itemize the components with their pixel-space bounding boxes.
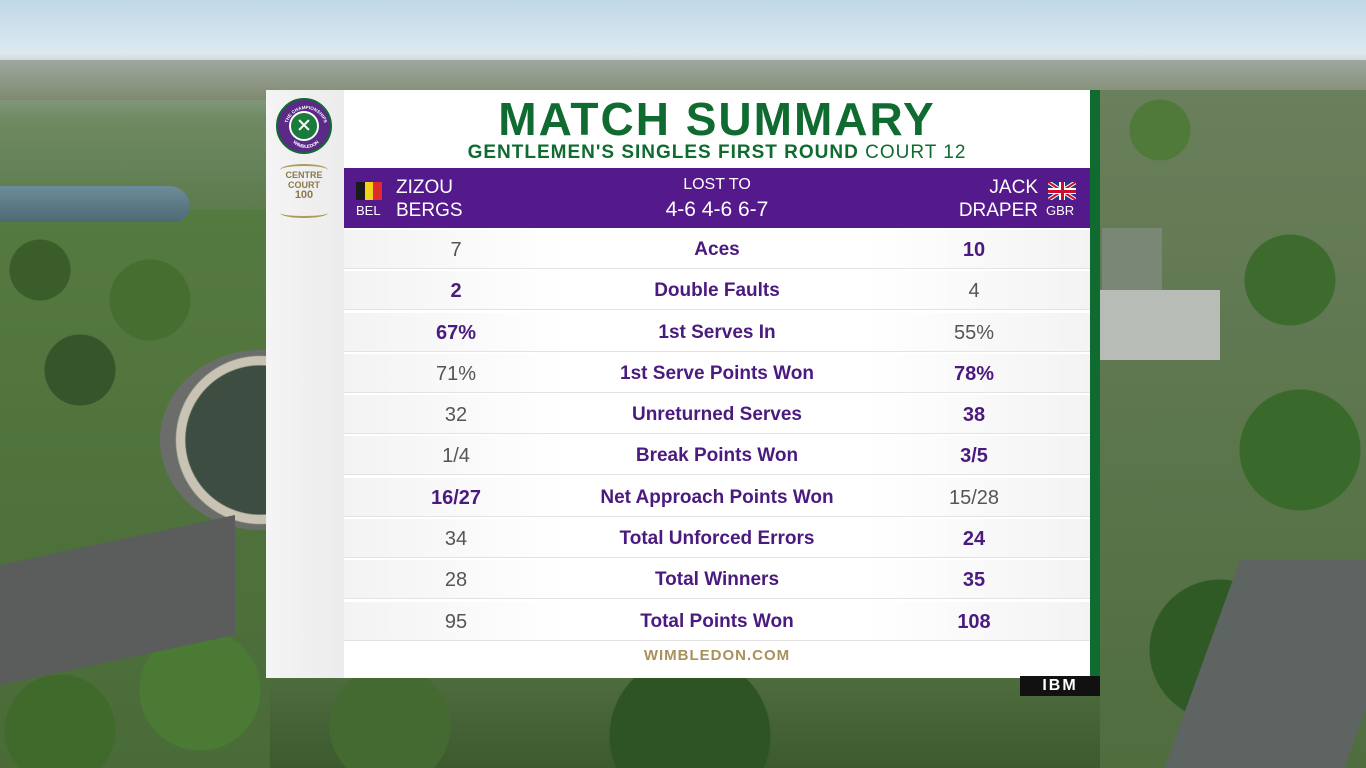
centre-court-base [280,208,328,218]
round-label: GENTLEMEN'S SINGLES FIRST ROUND [467,142,859,163]
match-score: 4-6 4-6 6-7 [665,198,769,221]
court-label: COURT 12 [865,142,967,163]
stat-label: Break Points Won [635,445,799,467]
player2-stat-value: 4 [968,280,980,303]
player2-stat-value: 108 [957,610,991,633]
lake [0,186,190,222]
belgium-flag-icon [356,182,383,200]
building-right [1100,290,1220,360]
centre-court-line1: CENTRE [285,170,323,180]
stat-row: 67% 1st Serves In 55% [344,312,1090,352]
logo-ring-bottom: WIMBLEDON [292,139,320,149]
player1-country: BEL [356,203,381,218]
stat-label: 1st Serve Points Won [620,362,814,384]
player1-stat-value: 28 [444,569,468,592]
wimbledon-logo: THE CHAMPIONSHIPS WIMBLEDON [276,98,332,154]
player2-stat-value: 35 [962,569,986,592]
player1-stat-value: 32 [444,404,468,427]
grass-court-right [1102,228,1162,294]
stat-label: Total Winners [654,569,780,591]
player1-stat-value: 71% [435,362,477,385]
player2-stat-value: 15/28 [948,486,1000,509]
footer-website: WIMBLEDON.COM [643,647,791,664]
stats-table: 7 Aces 10 2 Double Faults 4 67% 1st Serves In 55… [344,230,1090,643]
centre-court-arc [280,164,328,176]
player2-stat-value: 24 [962,528,986,551]
player1-stat-value: 7 [450,239,462,261]
player1-stat-value: 16/27 [430,486,482,509]
card-green-edge [1090,90,1100,678]
logo-column: THE CHAMPIONSHIPS WIMBLEDON CENTRE COURT… [266,90,344,678]
player2-stat-value: 38 [962,404,986,427]
match-summary-card: THE CHAMPIONSHIPS WIMBLEDON CENTRE COURT… [266,90,1090,678]
player2-last-name: DRAPER [958,200,1038,221]
stat-row: 2 Double Faults 4 [344,271,1090,311]
player2-country: GBR [1046,203,1075,218]
svg-text:WIMBLEDON: WIMBLEDON [292,139,320,149]
player1-stat-value: 95 [444,610,468,633]
match-subtitle: GENTLEMEN'S SINGLES FIRST ROUND COURT 12 [344,142,1090,164]
stat-row: 28 Total Winners 35 [344,560,1090,600]
centre-court-100-badge: CENTRE COURT 100 [274,170,334,201]
result-status: LOST TO [683,176,751,193]
stat-row: 16/27 Net Approach Points Won 15/28 [344,477,1090,517]
trees-bottom [270,676,1100,768]
sky [0,0,1366,66]
stat-row: 34 Total Unforced Errors 24 [344,519,1090,559]
stat-row: 7 Aces 10 [344,230,1090,269]
ibm-logo: IBM [1020,676,1100,696]
stat-label: Double Faults [654,280,780,302]
player2-stat-value: 55% [953,321,995,344]
stat-label: Net Approach Points Won [600,486,834,508]
stat-label: Total Unforced Errors [619,528,815,550]
page-title: MATCH SUMMARY [498,93,936,145]
player2-stat-value: 78% [953,362,995,385]
players-header: BEL ZIZOU BERGS LOST TO 4-6 4-6 6-7 JACK… [344,168,1090,228]
stat-row: 71% 1st Serve Points Won 78% [344,353,1090,393]
centre-court-number: 100 [294,189,314,201]
player1-stat-value: 67% [435,321,477,344]
player1-first-name: ZIZOU [396,177,453,198]
player2-stat-value: 3/5 [960,445,988,468]
stat-label: 1st Serves In [658,321,776,343]
player2-first-name: JACK [989,177,1038,198]
stat-label: Aces [694,239,740,260]
player1-stat-value: 1/4 [442,445,470,468]
centre-court-line2: COURT [288,180,320,190]
uk-flag-icon [1048,182,1076,200]
stat-label: Unreturned Serves [631,404,802,426]
stat-row: 1/4 Break Points Won 3/5 [344,436,1090,476]
stat-row: 32 Unreturned Serves 38 [344,395,1090,435]
player1-last-name: BERGS [396,200,463,221]
player1-stat-value: 34 [444,528,468,551]
crossed-rackets-icon [289,111,319,141]
player1-stat-value: 2 [450,280,462,303]
stat-row: 95 Total Points Won 108 [344,601,1090,641]
stat-label: Total Points Won [640,610,794,632]
player2-stat-value: 10 [962,239,986,261]
